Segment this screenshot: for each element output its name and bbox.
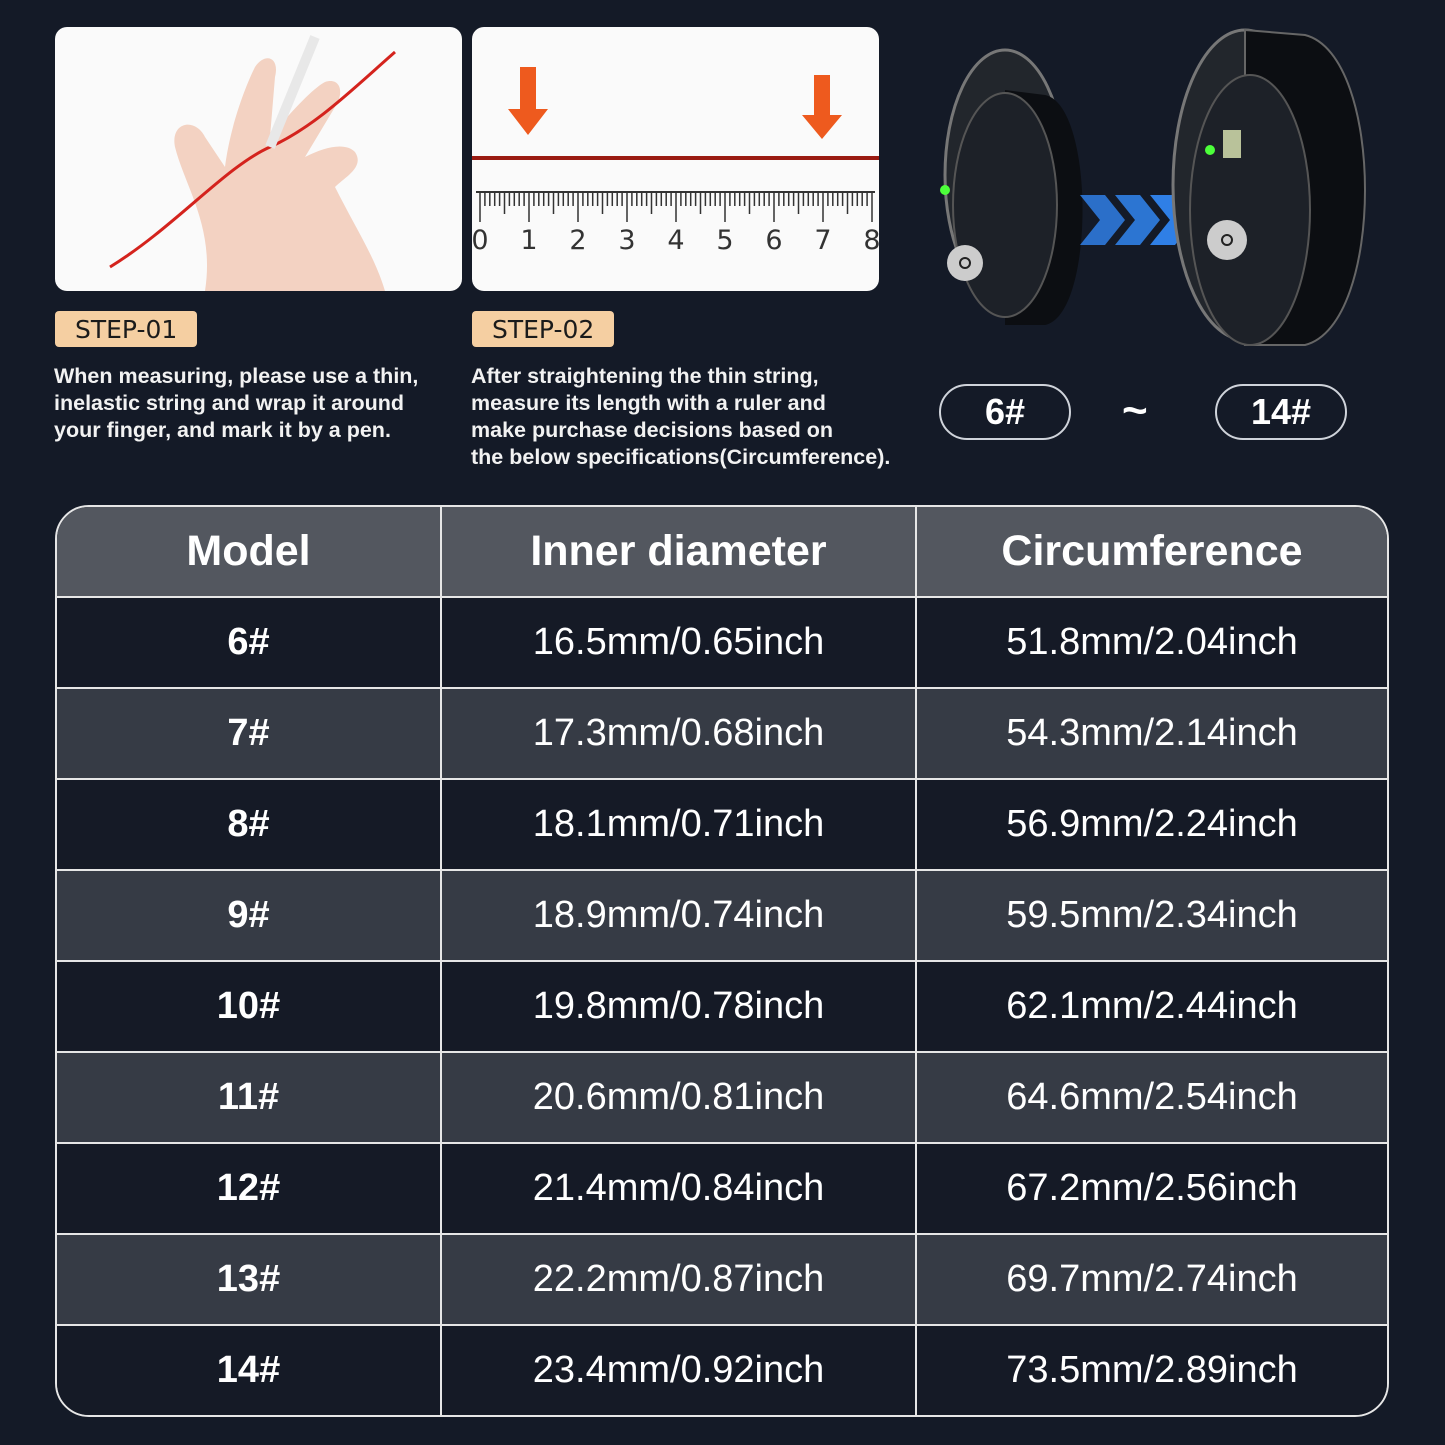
- max-size-label: 14#: [1215, 384, 1347, 440]
- cell-model: 7#: [57, 689, 442, 780]
- cell-circumference: 56.9mm/2.24inch: [917, 780, 1387, 871]
- cell-inner-diameter: 21.4mm/0.84inch: [442, 1144, 917, 1235]
- ruler-number: 4: [667, 225, 685, 256]
- step-01-description: When measuring, please use a thin, inela…: [54, 364, 419, 442]
- ruler-number: 7: [814, 225, 832, 256]
- table-row: 8# 18.1mm/0.71inch 56.9mm/2.24inch: [57, 780, 1387, 871]
- table-row: 12# 21.4mm/0.84inch 67.2mm/2.56inch: [57, 1144, 1387, 1235]
- cell-model: 9#: [57, 871, 442, 962]
- cell-model: 8#: [57, 780, 442, 871]
- table-row: 7# 17.3mm/0.68inch 54.3mm/2.14inch: [57, 689, 1387, 780]
- small-ring-icon: [940, 48, 1083, 325]
- ruler-number: 1: [520, 225, 538, 256]
- arrow-down-icon: [802, 75, 842, 139]
- cell-inner-diameter: 18.1mm/0.71inch: [442, 780, 917, 871]
- pen-icon: [265, 35, 320, 149]
- cell-model: 10#: [57, 962, 442, 1053]
- cell-inner-diameter: 23.4mm/0.92inch: [442, 1326, 917, 1415]
- ruler-number: 3: [618, 225, 636, 256]
- ruler-number: 5: [716, 225, 734, 256]
- cell-circumference: 69.7mm/2.74inch: [917, 1235, 1387, 1326]
- cell-circumference: 62.1mm/2.44inch: [917, 962, 1387, 1053]
- cell-model: 6#: [57, 598, 442, 689]
- cell-circumference: 73.5mm/2.89inch: [917, 1326, 1387, 1415]
- hand-measuring-illustration: [55, 27, 462, 291]
- cell-circumference: 67.2mm/2.56inch: [917, 1144, 1387, 1235]
- table-row: 13# 22.2mm/0.87inch 69.7mm/2.74inch: [57, 1235, 1387, 1326]
- arrow-down-icon: [508, 67, 548, 135]
- ruler-number: 2: [569, 225, 587, 256]
- cell-inner-diameter: 22.2mm/0.87inch: [442, 1235, 917, 1326]
- cell-inner-diameter: 19.8mm/0.78inch: [442, 962, 917, 1053]
- step-02-description: After straightening the thin string, mea…: [471, 364, 891, 469]
- hand-icon: [174, 58, 385, 291]
- cell-inner-diameter: 20.6mm/0.81inch: [442, 1053, 917, 1144]
- header-circumference: Circumference: [917, 507, 1387, 598]
- cell-circumference: 64.6mm/2.54inch: [917, 1053, 1387, 1144]
- ring-size-illustration: [940, 28, 1366, 346]
- table-row: 6# 16.5mm/0.65inch 51.8mm/2.04inch: [57, 598, 1387, 689]
- table-row: 14# 23.4mm/0.92inch 73.5mm/2.89inch: [57, 1326, 1387, 1415]
- cell-model: 14#: [57, 1326, 442, 1415]
- cell-model: 11#: [57, 1053, 442, 1144]
- ruler-number: 0: [472, 225, 489, 256]
- cell-model: 13#: [57, 1235, 442, 1326]
- table-row: 10# 19.8mm/0.78inch 62.1mm/2.44inch: [57, 962, 1387, 1053]
- ruler-number: 6: [765, 225, 783, 256]
- ring-size-table: Model Inner diameter Circumference 6# 16.…: [55, 505, 1389, 1417]
- cell-inner-diameter: 18.9mm/0.74inch: [442, 871, 917, 962]
- range-separator: ~: [1122, 386, 1148, 435]
- min-size-label: 6#: [939, 384, 1071, 440]
- header-model: Model: [57, 507, 442, 598]
- string-icon: [109, 50, 396, 269]
- cell-inner-diameter: 17.3mm/0.68inch: [442, 689, 917, 780]
- cell-inner-diameter: 16.5mm/0.65inch: [442, 598, 917, 689]
- cell-circumference: 59.5mm/2.34inch: [917, 871, 1387, 962]
- header-inner-diameter: Inner diameter: [442, 507, 917, 598]
- table-row: 9# 18.9mm/0.74inch 59.5mm/2.34inch: [57, 871, 1387, 962]
- table-row: 11# 20.6mm/0.81inch 64.6mm/2.54inch: [57, 1053, 1387, 1144]
- large-ring-icon: [1171, 28, 1366, 346]
- step-02-badge: STEP-02: [472, 311, 615, 347]
- step-01-badge: STEP-01: [55, 311, 198, 347]
- cell-circumference: 54.3mm/2.14inch: [917, 689, 1387, 780]
- ruler-number: 8: [863, 225, 879, 256]
- cell-model: 12#: [57, 1144, 442, 1235]
- table-header-row: Model Inner diameter Circumference: [57, 507, 1387, 598]
- cell-circumference: 51.8mm/2.04inch: [917, 598, 1387, 689]
